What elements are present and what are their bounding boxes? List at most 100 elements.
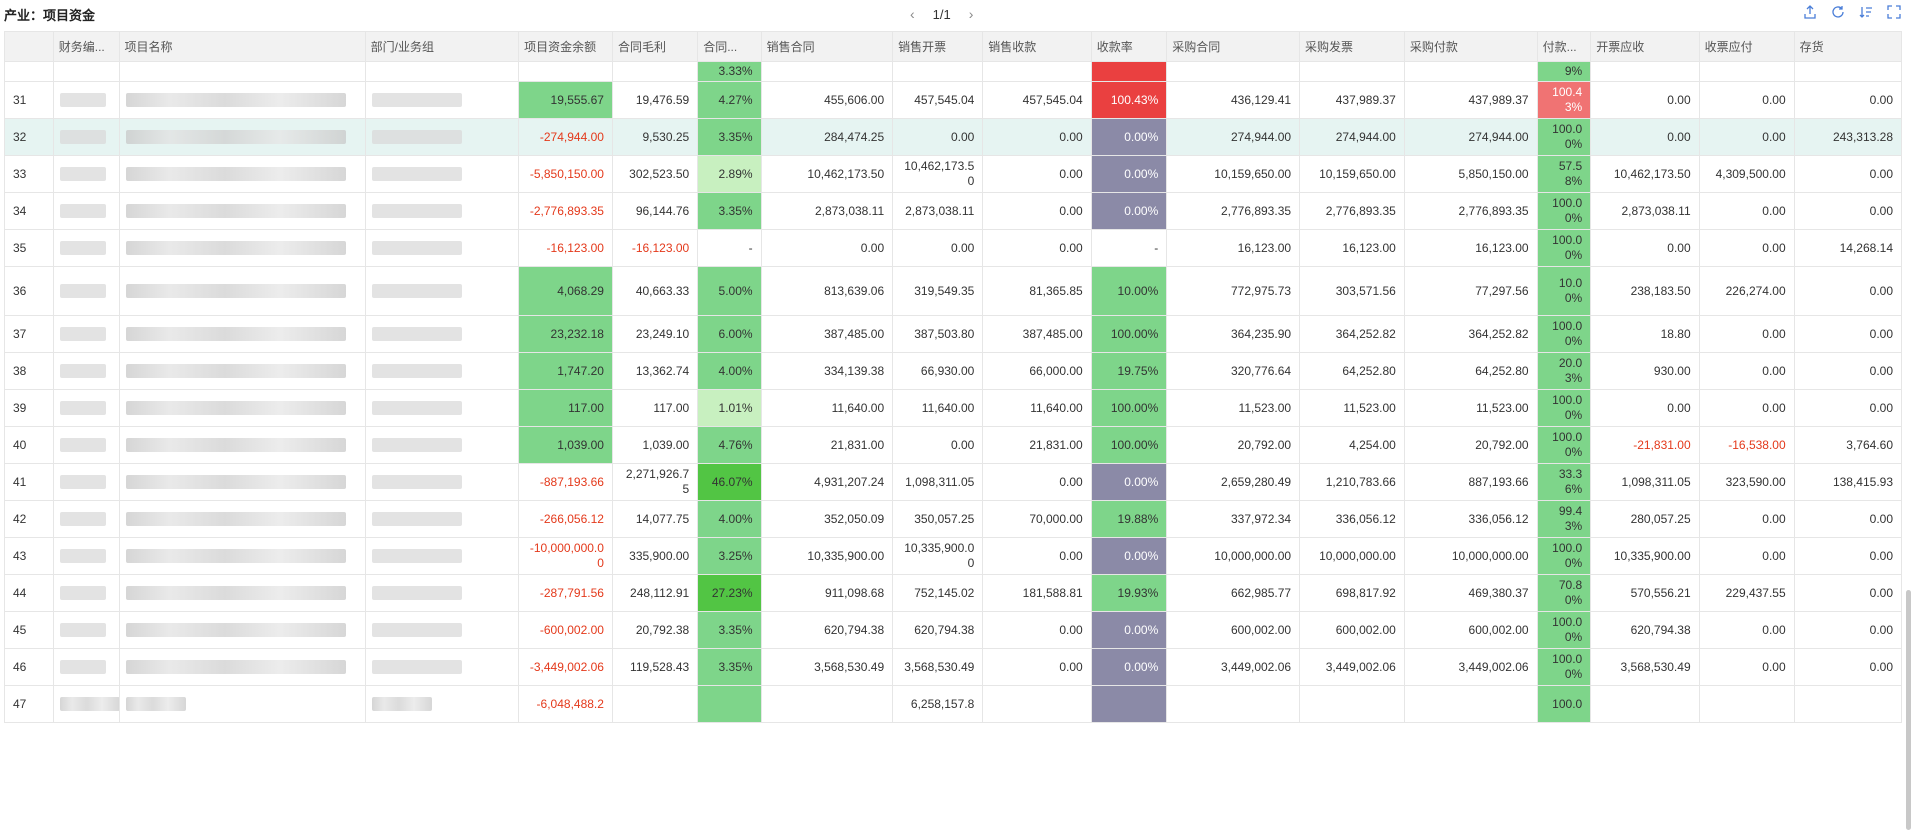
table-cell: 1,098,311.05	[1590, 463, 1700, 501]
redacted-cell	[52, 81, 120, 119]
col-header[interactable]: 销售合同	[760, 31, 894, 62]
table-cell: 0.00	[1698, 500, 1795, 538]
table-cell	[697, 685, 762, 723]
table-cell: 0.00	[1793, 537, 1903, 575]
table-row[interactable]: 39 117.00 117.00 1.01% 11,640.00 11,640.00 11,…	[4, 389, 1903, 427]
table-cell: 4.76%	[697, 426, 762, 464]
redacted-cell	[364, 81, 520, 119]
col-header[interactable]: 项目资金余额	[518, 31, 613, 62]
table-cell: 0.00	[1698, 229, 1795, 267]
table-row[interactable]: 42 -266,056.12 14,077.75 4.00% 352,050.09 350…	[4, 500, 1903, 538]
col-header[interactable]: 部门/业务组	[364, 31, 520, 62]
col-header[interactable]: 付款...	[1536, 31, 1592, 62]
row-index: 32	[4, 118, 54, 156]
col-header[interactable]: 销售开票	[892, 31, 984, 62]
table-row[interactable]: 45 -600,002.00 20,792.38 3.35% 620,794.38 620…	[4, 611, 1903, 649]
table-cell: 0.00%	[1090, 155, 1168, 193]
table-cell: 0.00	[1590, 81, 1700, 119]
col-header[interactable]: 财务编...	[52, 31, 120, 62]
table-cell: 0.00%	[1090, 648, 1168, 686]
table-row[interactable]: 37 23,232.18 23,249.10 6.00% 387,485.00 387,5…	[4, 315, 1903, 353]
table-cell: 11,523.00	[1166, 389, 1301, 427]
col-header[interactable]: 合同毛利	[611, 31, 699, 62]
table-cell: 11,523.00	[1403, 389, 1538, 427]
table-cell: 10.00%	[1536, 266, 1592, 316]
table-cell: 2,659,280.49	[1166, 463, 1301, 501]
table-cell: 226,274.00	[1698, 266, 1795, 316]
col-header[interactable]: 存货	[1793, 31, 1903, 62]
table-cell: 0.00	[982, 118, 1092, 156]
table-cell: 3.25%	[697, 537, 762, 575]
table-cell: 600,002.00	[1299, 611, 1405, 649]
table-cell: 99.43%	[1536, 500, 1592, 538]
table-row[interactable]: 31 19,555.67 19,476.59 4.27% 455,606.00 457,5…	[4, 81, 1903, 119]
table-cell: 0.00	[1590, 118, 1700, 156]
sort-icon[interactable]	[1859, 5, 1875, 21]
col-header[interactable]: 采购发票	[1299, 31, 1405, 62]
table-cell: 19.93%	[1090, 574, 1168, 612]
table-cell: 0.00	[982, 611, 1092, 649]
row-index: 35	[4, 229, 54, 267]
table-cell: 3,568,530.49	[892, 648, 984, 686]
fullscreen-icon[interactable]	[1887, 5, 1903, 21]
col-header[interactable]: 开票应收	[1590, 31, 1700, 62]
table-row[interactable]: 44 -287,791.56 248,112.91 27.23% 911,098.68 7…	[4, 574, 1903, 612]
table-row[interactable]: 46 -3,449,002.06 119,528.43 3.35% 3,568,530.…	[4, 648, 1903, 686]
col-header[interactable]: 项目名称	[118, 31, 366, 62]
table-row[interactable]: 35 -16,123.00 -16,123.00-0.00 0.00 0.00-16,1…	[4, 229, 1903, 267]
table-cell: -6,048,488.2	[518, 685, 613, 723]
table-cell: 437,989.37	[1403, 81, 1538, 119]
table-cell: 911,098.68	[760, 574, 894, 612]
table-cell	[118, 685, 366, 723]
table-row[interactable]: 43 -10,000,000.00 335,900.00 3.25% 10,335,90…	[4, 537, 1903, 575]
table-cell: 64,252.80	[1403, 352, 1538, 390]
table-cell: 18.80	[1590, 315, 1700, 353]
table-cell: 10,335,900.00	[1590, 537, 1700, 575]
export-icon[interactable]	[1803, 5, 1819, 21]
table-cell: 3,568,530.49	[760, 648, 894, 686]
redacted-cell	[52, 500, 120, 538]
table-row[interactable]: 40 1,039.00 1,039.00 4.76% 21,831.00 0.00 21,8…	[4, 426, 1903, 464]
col-header[interactable]: 采购付款	[1403, 31, 1538, 62]
table-row[interactable]: 34 -2,776,893.35 96,144.76 3.35% 2,873,038.1…	[4, 192, 1903, 230]
table-cell: -10,000,000.00	[518, 537, 613, 575]
table-cell	[611, 685, 699, 723]
col-header[interactable]: 采购合同	[1166, 31, 1301, 62]
table-cell: 3,449,002.06	[1299, 648, 1405, 686]
table-cell: 11,640.00	[760, 389, 894, 427]
table-cell: 1,210,783.66	[1299, 463, 1405, 501]
refresh-icon[interactable]	[1831, 5, 1847, 21]
table-cell: 100.0	[1536, 685, 1592, 723]
col-header[interactable]: 收票应付	[1698, 31, 1795, 62]
prev-page-icon[interactable]: ‹	[910, 6, 915, 22]
table-row[interactable]: 36 4,068.29 40,663.33 5.00% 813,639.06 319,54…	[4, 266, 1903, 316]
col-header[interactable]: 合同...	[697, 31, 762, 62]
table-row[interactable]: 32 -274,944.00 9,530.25 3.35% 284,474.25 0.00…	[4, 118, 1903, 156]
table-cell: 10,462,173.50	[1590, 155, 1700, 193]
table-cell	[1166, 685, 1301, 723]
table-cell: 0.00	[1698, 352, 1795, 390]
table-cell: 100.00%	[1090, 315, 1168, 353]
redacted-cell	[52, 648, 120, 686]
table-cell: 930.00	[1590, 352, 1700, 390]
table-row[interactable]: 38 1,747.20 13,362.74 4.00% 334,139.38 66,930…	[4, 352, 1903, 390]
table-cell: 0.00	[1698, 81, 1795, 119]
table-cell: 352,050.09	[760, 500, 894, 538]
table-cell: 3,449,002.06	[1166, 648, 1301, 686]
table-cell: 1.01%	[697, 389, 762, 427]
col-header[interactable]: 收款率	[1090, 31, 1168, 62]
vertical-scrollbar[interactable]	[1906, 590, 1911, 830]
table-cell: 0.00	[1590, 389, 1700, 427]
table-row[interactable]: 33 -5,850,150.00 302,523.50 2.89% 10,462,173…	[4, 155, 1903, 193]
table-cell: 457,545.04	[892, 81, 984, 119]
data-table-container[interactable]: 财务编... 项目名称 部门/业务组 项目资金余额 合同毛利 合同... 销售合…	[4, 31, 1904, 837]
table-cell: 698,817.92	[1299, 574, 1405, 612]
table-row[interactable]: 41 -887,193.66 2,271,926.75 46.07% 4,931,207…	[4, 463, 1903, 501]
table-cell: 3.35%	[697, 648, 762, 686]
next-page-icon[interactable]: ›	[968, 6, 974, 22]
table-cell: 364,252.82	[1299, 315, 1405, 353]
row-index: 46	[4, 648, 54, 686]
col-header[interactable]: 销售收款	[982, 31, 1092, 62]
redacted-cell	[52, 537, 120, 575]
table-cell: 813,639.06	[760, 266, 894, 316]
